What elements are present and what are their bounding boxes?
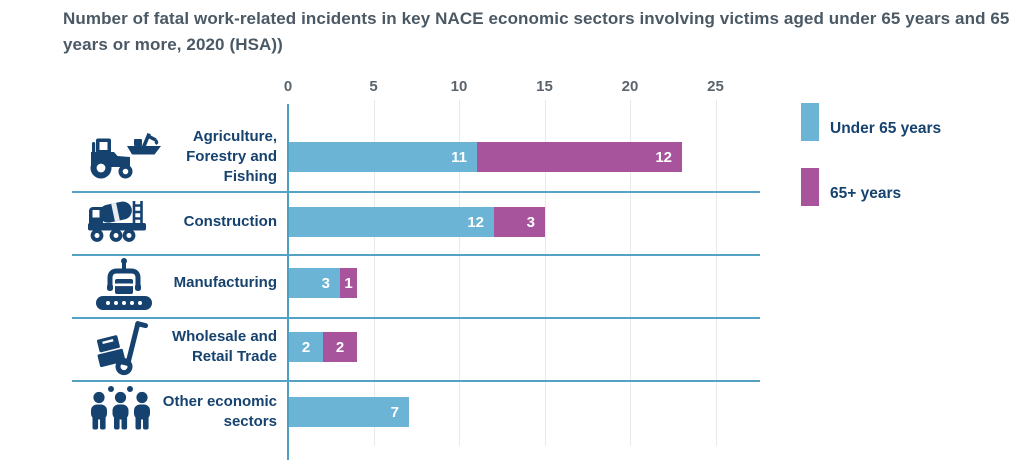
bar-segment-under65: 11	[289, 142, 477, 172]
hand-truck-icon	[82, 316, 166, 378]
legend-item: 65+ years	[801, 168, 901, 206]
y-axis-line	[287, 104, 289, 460]
x-tick-label: 0	[283, 78, 293, 95]
bar-segment-65plus: 1	[340, 268, 357, 298]
people-group-icon	[82, 381, 166, 443]
category-label: Manufacturing	[173, 274, 277, 291]
category-label: Agriculture, Forestry and Fishing	[186, 128, 277, 185]
bar-value-label: 2	[335, 338, 345, 356]
bar-value-label: 7	[390, 403, 399, 421]
mixer-truck-icon	[82, 191, 166, 253]
x-tick-label: 10	[450, 78, 468, 95]
bar-value-label: 1	[344, 274, 353, 292]
bar-value-label: 12	[467, 213, 484, 231]
row-separator-line	[72, 380, 760, 382]
row-separator-line	[72, 191, 760, 193]
category-label: Other economic sectors	[162, 393, 277, 430]
gridline	[373, 100, 375, 446]
chart-title: Number of fatal work-related incidents i…	[63, 9, 1010, 54]
legend-swatch-65plus	[801, 168, 819, 206]
tractor-and-boat-icon	[82, 126, 166, 188]
x-tick-label: 15	[536, 78, 553, 95]
bar-value-label: 3	[321, 274, 330, 292]
bar-row: 12 3	[289, 207, 545, 237]
bar-segment-65plus: 12	[477, 142, 682, 172]
legend-label: Under 65 years	[830, 120, 942, 137]
bar-value-label: 3	[526, 213, 535, 231]
gridline	[459, 100, 460, 446]
bar-segment-65plus: 3	[494, 207, 545, 237]
row-separator-line	[72, 254, 760, 256]
bar-value-label: 12	[655, 148, 672, 166]
bar-row: 11 12	[289, 142, 682, 172]
bar-segment-under65: 2	[289, 332, 323, 362]
bar-segment-under65: 12	[289, 207, 494, 237]
bar-segment-under65: 7	[289, 397, 409, 427]
bar-value-label: 11	[451, 148, 467, 166]
bar-row: 7	[289, 397, 409, 427]
gridline	[630, 100, 631, 446]
legend-item: Under 65 years	[801, 103, 941, 141]
bar-segment-65plus: 2	[323, 332, 357, 362]
row-separator-line	[72, 317, 760, 319]
legend-label: 65+ years	[830, 185, 902, 202]
gridline	[544, 100, 546, 446]
bar-segment-under65: 3	[289, 268, 340, 298]
category-label: Construction	[183, 213, 277, 230]
x-tick-label: 25	[707, 78, 724, 95]
x-tick-label: 20	[621, 78, 639, 95]
legend-swatch-under65	[801, 103, 819, 141]
category-label: Wholesale and Retail Trade	[171, 328, 277, 365]
x-tick-label: 5	[369, 78, 378, 95]
gridline	[715, 100, 717, 446]
bar-value-label: 2	[301, 338, 311, 356]
conveyor-belt-icon	[82, 252, 166, 314]
